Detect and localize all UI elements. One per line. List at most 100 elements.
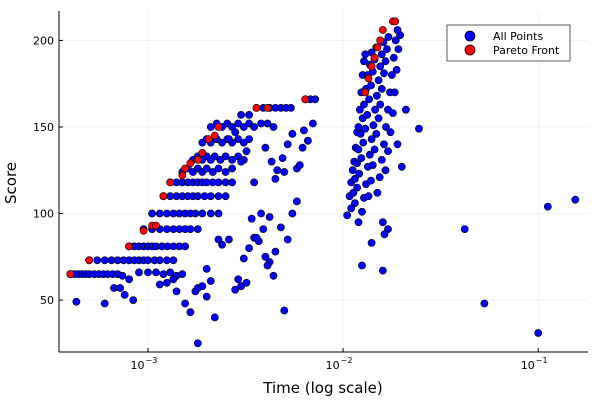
pareto-front-marker (376, 36, 385, 45)
all-points-marker (206, 209, 215, 218)
all-points-marker (367, 176, 375, 185)
all-points-marker (162, 256, 171, 265)
all-points-marker (231, 128, 240, 137)
all-points-marker (221, 168, 230, 176)
axes (58, 11, 588, 353)
all-points-marker (292, 197, 301, 206)
all-points-marker (393, 140, 402, 149)
pareto-front-marker (159, 192, 168, 201)
all-points-marker (355, 105, 364, 114)
all-points-marker (169, 275, 178, 284)
all-points-marker (193, 192, 202, 201)
all-points-marker (155, 256, 164, 265)
all-points-marker (370, 145, 379, 154)
all-points-marker (298, 143, 307, 152)
all-points-marker (394, 45, 403, 53)
all-points-marker (283, 235, 292, 244)
legend-label-pareto-front: Pareto Front (493, 44, 560, 57)
all-points-marker (571, 195, 580, 204)
x-tick-label-exponent: −3 (146, 356, 158, 365)
all-points-marker (214, 209, 223, 218)
all-points-marker (377, 155, 386, 164)
all-points-marker (224, 135, 233, 143)
all-points-marker (214, 192, 223, 201)
all-points-marker (460, 225, 469, 233)
all-points-marker (378, 266, 387, 275)
all-points-marker (299, 126, 308, 135)
all-points-marker (250, 178, 258, 187)
all-points-marker (382, 123, 390, 131)
all-points-marker (162, 209, 171, 218)
x-axis-label: Time (log scale) (262, 379, 382, 397)
all-points-marker (353, 183, 361, 192)
all-points-marker (202, 264, 211, 273)
all-points-marker (374, 114, 383, 123)
all-points-marker (231, 285, 240, 294)
all-points-marker (369, 121, 378, 130)
all-points-marker (286, 104, 295, 112)
y-tick-label: 150 (33, 121, 54, 134)
all-points-marker (372, 91, 381, 100)
all-points-marker (387, 71, 396, 79)
all-points-marker (234, 119, 243, 128)
pareto-front-marker (125, 242, 134, 251)
all-points-marker (269, 123, 278, 131)
all-points-marker (206, 277, 215, 285)
all-points-marker (359, 138, 368, 147)
all-points-marker (221, 152, 230, 161)
all-points-marker (210, 313, 219, 322)
all-points-marker (228, 155, 236, 164)
legend-marker-all-points (464, 30, 476, 42)
all-points-marker (148, 209, 156, 218)
all-points-marker (191, 209, 200, 218)
all-points-marker (250, 123, 258, 131)
all-points-marker (415, 124, 423, 133)
all-points-marker (391, 36, 400, 45)
all-points-marker (152, 268, 160, 277)
all-points-marker (397, 162, 406, 171)
all-points-marker (360, 100, 368, 109)
pareto-front-marker (198, 148, 207, 157)
all-points-marker (377, 50, 386, 59)
all-points-marker (144, 256, 152, 265)
pareto-front-marker (139, 226, 148, 235)
legend: All Points Pareto Front (446, 24, 571, 62)
all-points-marker (354, 123, 363, 131)
all-points-marker (308, 119, 317, 128)
all-points-marker (276, 223, 285, 232)
all-points-marker (381, 57, 390, 66)
all-points-marker (267, 157, 276, 166)
all-points-marker (198, 282, 207, 291)
pareto-front-marker (263, 104, 272, 112)
all-points-marker (273, 166, 282, 175)
all-points-marker (129, 296, 138, 304)
all-points-marker (376, 62, 385, 71)
all-points-marker (543, 202, 552, 211)
pareto-front-marker (181, 164, 189, 173)
all-points-marker (118, 271, 127, 280)
pareto-front-marker (301, 95, 310, 104)
pareto-front-marker (193, 155, 202, 164)
all-points-marker (252, 233, 261, 242)
all-points-marker (384, 33, 393, 41)
all-points-marker (245, 111, 253, 119)
all-points-marker (242, 147, 251, 156)
pareto-front-marker (378, 26, 387, 34)
all-points-marker (239, 254, 248, 263)
all-points-marker (144, 268, 152, 277)
all-points-marker (364, 192, 373, 201)
all-points-marker (367, 81, 375, 90)
all-points-marker (295, 161, 304, 169)
all-points-marker (534, 329, 543, 337)
pareto-front-marker (152, 221, 160, 230)
all-points-marker (72, 297, 81, 306)
all-points-marker (373, 188, 382, 197)
all-points-marker (283, 140, 292, 149)
all-points-marker (269, 271, 278, 280)
all-points-marker (381, 166, 390, 175)
y-tick-label: 50 (40, 294, 54, 307)
all-points-marker (155, 209, 164, 218)
all-points-marker (361, 124, 370, 133)
all-points-marker (374, 76, 383, 85)
y-tick-label: 100 (33, 208, 54, 221)
